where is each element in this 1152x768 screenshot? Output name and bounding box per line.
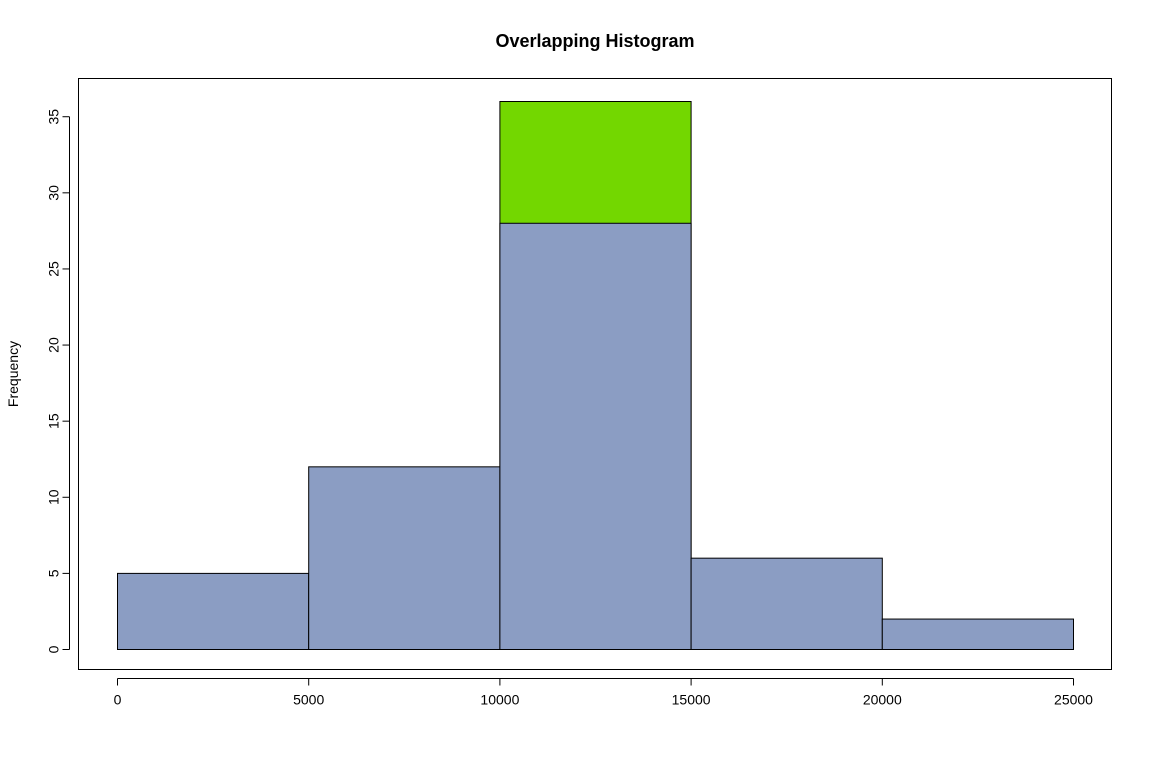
y-tick-label: 5 [46, 569, 62, 577]
histogram-bar [881, 618, 1074, 650]
y-tick-label: 35 [46, 109, 62, 125]
plot-frame [78, 78, 1112, 670]
y-tick-label: 0 [46, 645, 62, 653]
histogram-bar [117, 572, 310, 651]
histogram-bar [690, 557, 883, 651]
chart-title: Overlapping Histogram [495, 31, 694, 51]
y-tick-label: 30 [46, 185, 62, 201]
y-axis-label: Frequency [5, 341, 21, 407]
x-tick-label: 10000 [480, 692, 519, 708]
y-tick-label: 10 [46, 489, 62, 505]
bars-layer [117, 101, 1074, 651]
x-axis: 0 5000 10000 15000 20000 25000 [114, 678, 1093, 708]
x-tick-label: 20000 [863, 692, 902, 708]
y-tick-label: 25 [46, 261, 62, 277]
x-tick-label: 15000 [672, 692, 711, 708]
x-tick-label: 5000 [293, 692, 324, 708]
y-tick-label: 15 [46, 413, 62, 429]
x-tick-label: 25000 [1054, 692, 1093, 708]
histogram-bar [308, 466, 501, 651]
x-tick-label: 0 [114, 692, 122, 708]
y-axis: 0 5 10 15 20 25 30 35 [46, 109, 70, 653]
histogram-bar [499, 222, 692, 650]
y-tick-label: 20 [46, 337, 62, 353]
